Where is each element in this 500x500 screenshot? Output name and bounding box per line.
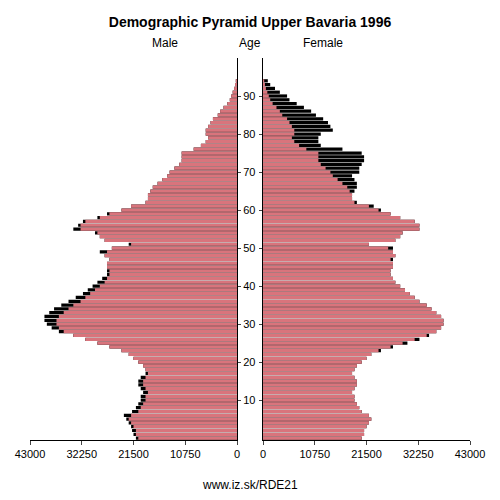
svg-text:Demographic Pyramid Upper Bava: Demographic Pyramid Upper Bavaria 1996 [109, 14, 392, 30]
svg-text:10750: 10750 [170, 448, 201, 460]
svg-text:43000: 43000 [15, 448, 46, 460]
svg-text:20: 20 [243, 356, 255, 368]
svg-text:43000: 43000 [455, 448, 486, 460]
svg-text:60: 60 [243, 204, 255, 216]
svg-text:32250: 32250 [66, 448, 97, 460]
svg-text:www.iz.sk/RDE21: www.iz.sk/RDE21 [202, 478, 298, 492]
svg-text:Male: Male [152, 36, 178, 50]
svg-text:21500: 21500 [351, 448, 382, 460]
svg-text:0: 0 [260, 448, 266, 460]
svg-text:70: 70 [243, 166, 255, 178]
svg-text:40: 40 [243, 280, 255, 292]
svg-text:80: 80 [243, 128, 255, 140]
svg-text:90: 90 [243, 90, 255, 102]
svg-text:0: 0 [234, 448, 240, 460]
svg-text:Female: Female [303, 36, 343, 50]
svg-text:10: 10 [243, 394, 255, 406]
svg-text:Age: Age [239, 36, 261, 50]
svg-text:32250: 32250 [403, 448, 434, 460]
svg-text:10750: 10750 [299, 448, 330, 460]
svg-text:21500: 21500 [118, 448, 149, 460]
svg-text:30: 30 [243, 318, 255, 330]
svg-text:50: 50 [243, 242, 255, 254]
